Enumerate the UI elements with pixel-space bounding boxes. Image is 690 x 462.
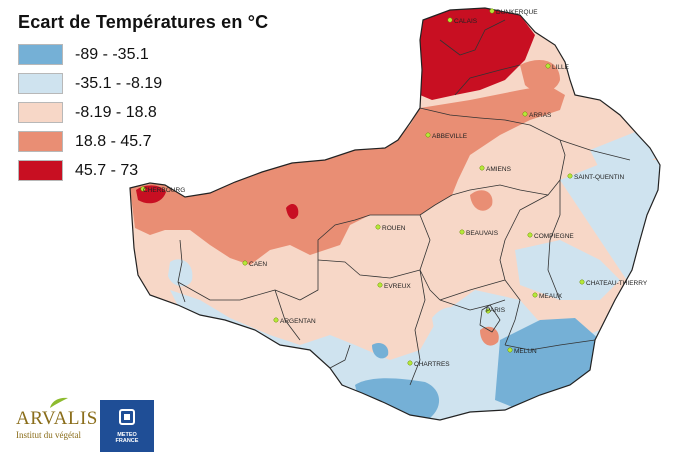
city-label: CALAIS xyxy=(454,18,478,25)
class-fill xyxy=(470,190,493,211)
city-label: ARRAS xyxy=(529,112,552,119)
city-chateau-thierry: CHATEAU-THIERRY xyxy=(579,279,648,287)
legend-label: 45.7 - 73 xyxy=(75,161,139,179)
arvalis-logo: ARVALIS Institut du végétal xyxy=(12,397,102,450)
city-chartres: CHARTRES xyxy=(407,360,450,368)
city-label: SAINT-QUENTIN xyxy=(574,174,625,181)
legend-item: -89 - -35.1 xyxy=(18,41,288,68)
city-label: MEAUX xyxy=(539,293,563,300)
legend: Ecart de Températures en °C -89 - -35.1 … xyxy=(18,12,288,186)
city-abbeville: ABBEVILLE xyxy=(425,132,468,140)
city-beauvais: BEAUVAIS xyxy=(459,229,499,237)
legend-label: -8.19 - 18.8 xyxy=(75,103,157,121)
city-melun: MELUN xyxy=(507,347,537,355)
city-argentan: ARGENTAN xyxy=(273,317,316,325)
city-meaux: MEAUX xyxy=(532,292,563,300)
city-rouen: ROUEN xyxy=(375,224,406,232)
arvalis-name: ARVALIS xyxy=(16,408,98,429)
city-label: EVREUX xyxy=(384,283,411,290)
arvalis-leaf-icon xyxy=(50,397,68,408)
city-dunkerque: DUNKERQUE xyxy=(489,8,538,16)
city-label: ARGENTAN xyxy=(280,318,316,325)
legend-item: -8.19 - 18.8 xyxy=(18,99,288,126)
class-fill xyxy=(480,326,499,346)
city-label: MELUN xyxy=(514,348,537,355)
class-fill xyxy=(420,8,535,100)
department-boundaries xyxy=(177,19,631,386)
legend-swatch xyxy=(18,160,63,181)
legend-swatch xyxy=(18,73,63,94)
city-label: PARIS xyxy=(486,307,506,314)
legend-label: 18.8 - 45.7 xyxy=(75,132,152,150)
class-fill xyxy=(515,240,620,300)
legend-item: -35.1 - -8.19 xyxy=(18,70,288,97)
class-fill xyxy=(372,343,389,359)
city-label: COMPIEGNE xyxy=(534,233,574,240)
city-caen: CAEN xyxy=(242,260,267,268)
legend-item: 18.8 - 45.7 xyxy=(18,128,288,155)
meteo-france-logo: METEO FRANCE xyxy=(100,400,154,452)
meteo-france-logo-icon xyxy=(119,409,135,425)
city-label: CHERBOURG xyxy=(143,187,185,194)
city-label: CHATEAU-THIERRY xyxy=(586,280,648,287)
city-label: LILLE xyxy=(552,64,570,71)
class-fill xyxy=(355,378,440,418)
city-label: ABBEVILLE xyxy=(432,133,468,140)
city-label: DUNKERQUE xyxy=(496,9,538,16)
legend-title: Ecart de Températures en °C xyxy=(18,12,269,32)
legend-swatch xyxy=(18,44,63,65)
legend-label: -35.1 - -8.19 xyxy=(75,74,163,92)
city-label: BEAUVAIS xyxy=(466,230,499,237)
class-fill xyxy=(286,204,299,220)
city-markers: DUNKERQUE CALAIS LILLE ARRAS ABBEVILLE A… xyxy=(140,8,648,368)
city-paris: PARIS xyxy=(485,307,506,314)
arvalis-subtitle: Institut du végétal xyxy=(16,430,81,440)
legend-swatch xyxy=(18,102,63,123)
city-cherbourg: CHERBOURG xyxy=(140,186,185,194)
meteo-france-name: METEO FRANCE xyxy=(115,432,139,444)
region-outline xyxy=(129,7,661,421)
city-label: AMIENS xyxy=(486,166,512,173)
class-fill xyxy=(130,85,565,265)
city-saint-quentin: SAINT-QUENTIN xyxy=(567,173,625,181)
city-compiegne: COMPIEGNE xyxy=(527,232,574,240)
city-label: CAEN xyxy=(249,261,267,268)
city-arras: ARRAS xyxy=(522,111,552,119)
legend-label: -89 - -35.1 xyxy=(75,45,149,63)
city-evreux: EVREUX xyxy=(377,282,411,290)
legend-item: 45.7 - 73 xyxy=(18,157,288,184)
legend-swatch xyxy=(18,131,63,152)
class-fill xyxy=(432,307,470,348)
city-lille: LILLE xyxy=(545,63,570,71)
city-label: ROUEN xyxy=(382,225,406,232)
city-amiens: AMIENS xyxy=(479,165,512,173)
class-fill xyxy=(520,60,560,92)
city-label: CHARTRES xyxy=(414,361,450,368)
city-calais: CALAIS xyxy=(447,17,478,25)
